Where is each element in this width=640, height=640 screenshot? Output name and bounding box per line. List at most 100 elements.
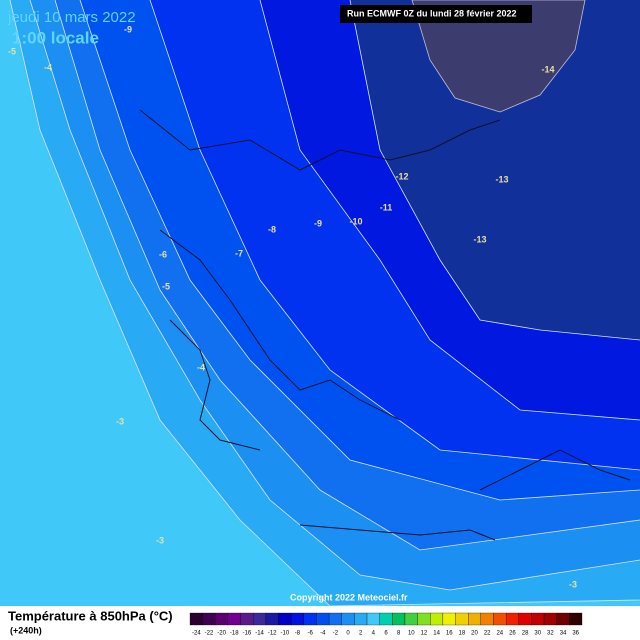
legend-label: 0: [346, 631, 350, 637]
legend-label: -10: [281, 631, 290, 637]
contour-label: -10: [349, 216, 362, 226]
legend-swatch: [202, 612, 216, 626]
isotherm: [349, 0, 640, 341]
legend-label: -12: [268, 631, 277, 637]
contour-label: -14: [541, 64, 554, 74]
contour-label: -4: [197, 362, 205, 372]
legend-label: 34: [560, 631, 567, 637]
legend-swatch: [303, 612, 317, 626]
contour-label: -8: [268, 224, 276, 234]
legend-label: 16: [446, 631, 453, 637]
isotherm: [29, 0, 640, 591]
legend-swatch: [265, 612, 279, 626]
legend-label: -18: [230, 631, 239, 637]
legend-label: -20: [217, 631, 226, 637]
contour-label: -6: [159, 249, 167, 259]
legend-label: 4: [372, 631, 376, 637]
legend-swatch: [531, 612, 545, 626]
contour-label: -13: [473, 234, 486, 244]
legend-swatch: [392, 612, 406, 626]
copyright: Copyright 2022 Meteociel.fr: [290, 592, 408, 602]
legend-swatch: [468, 612, 481, 626]
legend-label: 32: [547, 631, 554, 637]
legend-swatch: [341, 612, 355, 626]
legend-label: 6: [384, 631, 388, 637]
lead-time: (+240h): [10, 625, 42, 635]
island: [299, 524, 496, 541]
legend-label: -6: [307, 631, 313, 637]
legend-swatch: [328, 612, 342, 626]
legend-swatch: [316, 612, 330, 626]
coast: [169, 319, 261, 451]
contour-label: -4: [44, 62, 52, 72]
temperature-band: [0, 0, 640, 606]
legend-label: -4: [320, 631, 326, 637]
run-box: [340, 5, 532, 23]
legend-label: 26: [509, 631, 516, 637]
legend-label: -24: [192, 631, 201, 637]
legend-label: 8: [397, 631, 401, 637]
contour-labels: -9 -4 -5 -14 -12 -13 -11 -10 -9 -8 -7 -6 -13 -5 -4 -3 -3…: [8, 24, 577, 589]
legend-swatch: [493, 612, 507, 626]
legend-label: 18: [459, 631, 466, 637]
legend-swatch: [240, 612, 254, 626]
contour-label: -5: [162, 281, 170, 291]
legend-swatch: [379, 612, 393, 626]
isotherm: [149, 0, 640, 471]
run-info: Run ECMWF 0Z du lundi 28 février 2022: [347, 8, 517, 18]
isotherm: [259, 0, 640, 421]
legend-label: -8: [295, 631, 301, 637]
legend-swatch: [215, 612, 229, 626]
legend-swatch: [366, 612, 380, 626]
forecast-time: 1:00 locale: [12, 28, 99, 47]
legend-label: 14: [433, 631, 440, 637]
coastlines: [139, 109, 631, 541]
legend-label: 12: [421, 631, 428, 637]
coast: [479, 449, 631, 491]
legend-swatch: [569, 612, 583, 626]
contour-label: -3: [156, 535, 164, 545]
legend-swatch: [556, 612, 570, 626]
footer-title: Température à 850hPa (°C): [8, 608, 173, 623]
isotherm: [54, 0, 640, 551]
contour-label: -13: [495, 174, 508, 184]
legend-swatch: [189, 612, 203, 626]
legend-swatch: [253, 612, 267, 626]
legend-swatch: [278, 612, 292, 626]
legend-swatch: [518, 612, 532, 626]
legend-swatch: [354, 612, 368, 626]
temperature-bands: [0, 0, 640, 607]
contour-label: -3: [569, 579, 577, 589]
forecast-date: jeudi 10 mars 2022: [7, 9, 136, 26]
legend-swatch: [505, 612, 519, 626]
legend-swatch: [430, 612, 444, 626]
legend-label: -16: [243, 631, 252, 637]
legend-swatch: [404, 612, 418, 626]
contour-label: -7: [235, 248, 243, 258]
color-legend: -24 -22 -20 -18 -16 -14 -12 -10 -8 -6 -4 -2 0 2 4 6 8 10 1…: [189, 612, 583, 637]
legend-swatch: [291, 612, 304, 626]
legend-label: -2: [333, 631, 339, 637]
coast: [159, 229, 401, 421]
legend-label: 2: [359, 631, 363, 637]
legend-label: 20: [471, 631, 478, 637]
legend-label: 10: [408, 631, 415, 637]
legend-swatch: [227, 612, 241, 626]
legend-label: 36: [572, 631, 579, 637]
contour-label: -11: [380, 202, 393, 212]
legend-label: 28: [522, 631, 529, 637]
legend-swatch: [442, 612, 456, 626]
legend-label: 24: [496, 631, 503, 637]
legend-label: -22: [205, 631, 214, 637]
legend-swatch: [480, 612, 494, 626]
legend-label: 22: [484, 631, 491, 637]
legend-label: 30: [534, 631, 541, 637]
legend-swatch: [455, 612, 469, 626]
legend-label: -14: [255, 631, 264, 637]
contour-label: -3: [116, 416, 124, 426]
border: [139, 109, 501, 171]
contour-label: -12: [395, 171, 408, 181]
legend-swatch: [417, 612, 431, 626]
contour-label: -9: [314, 218, 322, 228]
